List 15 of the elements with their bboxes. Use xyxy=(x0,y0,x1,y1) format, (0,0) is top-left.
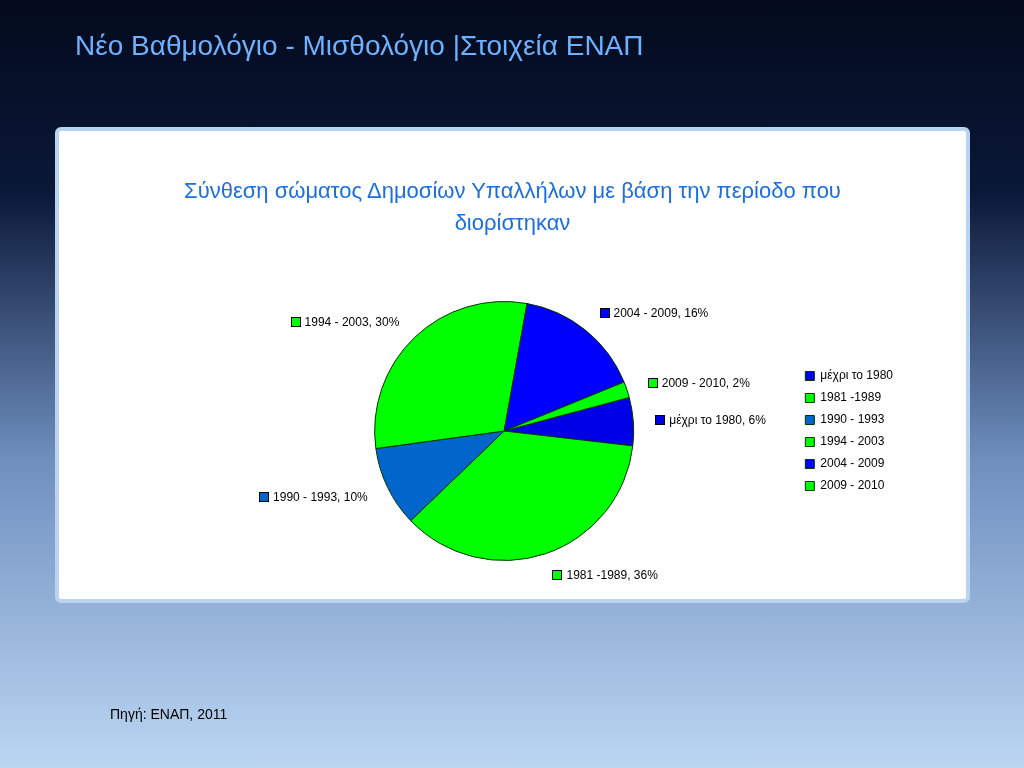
legend-label: 2009 - 2010 xyxy=(820,478,885,493)
legend-label: 1981 -1989 xyxy=(820,390,882,405)
data-label: 1990 - 1993, 10% xyxy=(273,489,368,504)
data-label: 1994 - 2003, 30% xyxy=(304,314,400,329)
legend-label: 1994 - 2003 xyxy=(820,434,885,449)
data-label: 2004 - 2009, 16% xyxy=(613,306,709,321)
data-label: μέχρι το 1980, 6% xyxy=(669,412,766,427)
legend-label: 2004 - 2009 xyxy=(820,456,885,471)
data-label: 1981 -1989, 36% xyxy=(566,567,658,582)
legend-label: 1990 - 1993 xyxy=(820,412,885,427)
chart-title: Νέο Βαθμολόγιο - Μισθολόγιο |Στοιχεία ΕΝΑΠ xyxy=(75,30,644,62)
legend-label: μέχρι το 1980 xyxy=(820,368,894,383)
chart-subtitle: Σύνθεση σώματος Δημοσίων Υπαλλήλων με βάση την περίοδο που διορίστηκαν xyxy=(183,177,842,237)
data-label: 2009 - 2010, 2% xyxy=(661,375,750,390)
text: Πηγή: ΕΝΑΠ, 2011 xyxy=(110,706,228,722)
